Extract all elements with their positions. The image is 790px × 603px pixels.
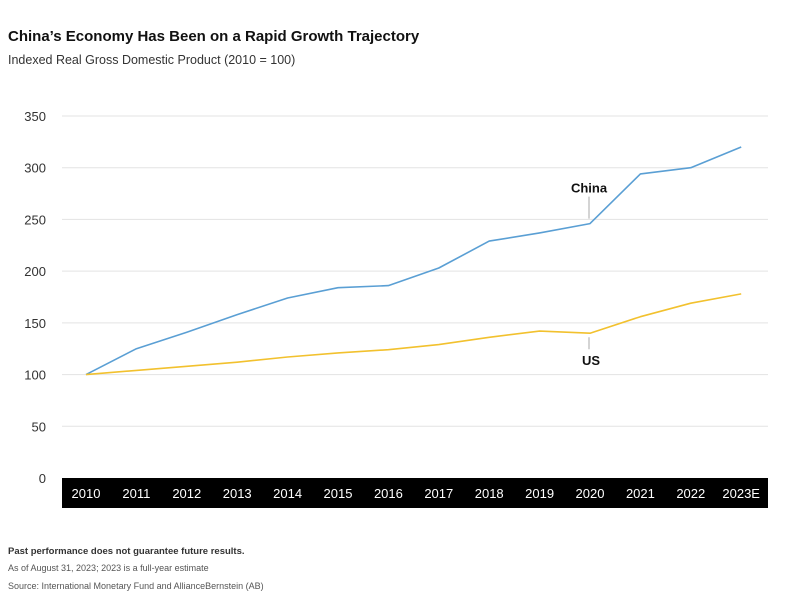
x-tick-label: 2010 xyxy=(72,486,101,501)
x-tick-label: 2021 xyxy=(626,486,655,501)
series-line-china xyxy=(85,146,742,376)
chart-title: China’s Economy Has Been on a Rapid Grow… xyxy=(8,28,420,45)
x-tick-label: 2012 xyxy=(172,486,201,501)
chart-subtitle: Indexed Real Gross Domestic Product (201… xyxy=(8,53,296,67)
china-series-label: China xyxy=(571,181,608,196)
line-chart: 0 50 100 150 200 250 300 350 2010 2011 2012 2013 201… xyxy=(24,109,768,508)
x-tick-label: 2023E xyxy=(722,486,760,501)
y-tick-label: 50 xyxy=(32,419,46,434)
y-tick-label: 200 xyxy=(24,264,46,279)
y-tick-label: 100 xyxy=(24,368,46,383)
disclaimer-note: Past performance does not guarantee futu… xyxy=(8,546,245,557)
x-tick-label: 2013 xyxy=(223,486,252,501)
x-tick-label: 2011 xyxy=(122,486,150,501)
x-tick-label: 2022 xyxy=(676,486,705,501)
y-tick-label: 350 xyxy=(24,109,46,124)
x-tick-label: 2015 xyxy=(324,486,353,501)
x-tick-label: 2020 xyxy=(576,486,605,501)
y-tick-label: 250 xyxy=(24,212,46,227)
y-tick-label: 150 xyxy=(24,316,46,331)
series-line-us xyxy=(85,293,742,376)
x-tick-label: 2019 xyxy=(525,486,554,501)
y-tick-label: 300 xyxy=(24,161,46,176)
x-tick-label: 2016 xyxy=(374,486,403,501)
source-note: Source: International Monetary Fund and … xyxy=(8,581,264,591)
y-tick-label: 0 xyxy=(39,471,46,486)
x-tick-label: 2017 xyxy=(424,486,453,501)
x-axis-band xyxy=(62,478,768,508)
us-series-label: US xyxy=(582,353,600,368)
x-tick-label: 2014 xyxy=(273,486,302,501)
as-of-note: As of August 31, 2023; 2023 is a full-ye… xyxy=(8,563,209,573)
x-tick-label: 2018 xyxy=(475,486,504,501)
